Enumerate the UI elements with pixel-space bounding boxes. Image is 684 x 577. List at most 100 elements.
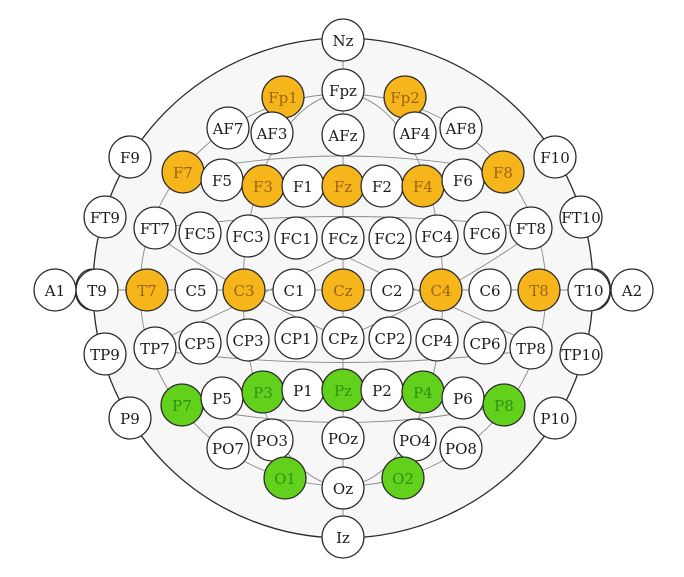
electrode-t9: T9 xyxy=(75,268,119,312)
electrode-po7: PO7 xyxy=(206,426,250,470)
electrode-label: C1 xyxy=(283,282,304,300)
electrode-label: P8 xyxy=(494,397,514,415)
electrode-f3: F3 xyxy=(241,164,285,208)
electrode-fz: Fz xyxy=(321,164,365,208)
electrode-label: FCz xyxy=(328,230,358,248)
electrode-marker xyxy=(559,195,603,239)
electrode-p5: P5 xyxy=(200,376,244,420)
electrode-label: Iz xyxy=(336,529,350,547)
electrode-p8: P8 xyxy=(482,383,526,427)
electrode-po8: PO8 xyxy=(439,426,483,470)
electrode-po4: PO4 xyxy=(393,418,437,462)
electrode-fc4: FC4 xyxy=(415,214,459,258)
electrode-label: O1 xyxy=(274,470,296,488)
electrode-label: AFz xyxy=(327,127,357,145)
electrode-label: C6 xyxy=(479,282,500,300)
electrode-label: CP3 xyxy=(232,332,263,350)
electrode-marker xyxy=(133,206,177,250)
electrode-marker xyxy=(463,211,507,255)
electrode-marker xyxy=(419,268,463,312)
electrode-cp1: CP1 xyxy=(274,316,318,360)
electrode-label: Fp1 xyxy=(268,89,298,107)
electrode-label: Fz xyxy=(334,178,352,196)
electrode-label: F5 xyxy=(212,172,232,190)
electrode-marker xyxy=(174,268,218,312)
electrode-t10: T10 xyxy=(567,268,611,312)
electrode-p4: P4 xyxy=(401,370,445,414)
electrode-label: T7 xyxy=(137,282,157,300)
electrode-c6: C6 xyxy=(468,268,512,312)
electrode-fc1: FC1 xyxy=(274,216,318,260)
electrode-marker xyxy=(274,216,318,260)
electrode-label: AF7 xyxy=(212,120,244,138)
electrode-af4: AF4 xyxy=(393,111,437,155)
electrode-afz: AFz xyxy=(321,113,365,157)
electrode-pz: Pz xyxy=(321,368,365,412)
electrode-marker xyxy=(178,211,222,255)
electrode-o2: O2 xyxy=(381,456,425,500)
electrode-label: CP4 xyxy=(421,332,452,350)
electrode-oz: Oz xyxy=(321,466,365,510)
electrode-label: PO7 xyxy=(212,440,244,458)
electrode-label: FC6 xyxy=(469,225,500,243)
electrode-label: FC3 xyxy=(232,228,263,246)
electrode-label: AF8 xyxy=(445,120,477,138)
electrode-label: CP6 xyxy=(469,335,500,353)
electrode-label: F1 xyxy=(293,178,313,196)
electrode-p9: P9 xyxy=(108,396,152,440)
electrode-label: F9 xyxy=(120,149,140,167)
electrode-marker xyxy=(321,68,365,112)
electrode-label: PO3 xyxy=(256,432,288,450)
electrode-marker xyxy=(381,456,425,500)
electrode-label: AF4 xyxy=(399,125,431,143)
electrode-marker xyxy=(178,321,222,365)
electrode-marker xyxy=(321,268,365,312)
electrode-f4: F4 xyxy=(401,164,445,208)
electrode-f9: F9 xyxy=(108,135,152,179)
electrode-label: T9 xyxy=(87,282,107,300)
electrode-tp10: TP10 xyxy=(559,332,603,376)
electrode-po3: PO3 xyxy=(250,418,294,462)
electrode-marker xyxy=(463,321,507,365)
electrode-tp9: TP9 xyxy=(83,332,127,376)
electrode-marker xyxy=(533,135,577,179)
electrode-label: FC2 xyxy=(374,230,405,248)
electrode-af3: AF3 xyxy=(250,111,294,155)
electrode-label: F3 xyxy=(253,178,273,196)
electrode-label: FT9 xyxy=(90,209,120,227)
electrode-marker xyxy=(321,515,365,559)
electrode-marker xyxy=(415,318,459,362)
electrode-marker xyxy=(125,268,169,312)
electrode-layer: Nz Fpz Fp1 Fp2 AF7 AF3 AFz AF4 AF8 F9 F7 F5 F3 F1 Fz F2… xyxy=(33,18,654,559)
electrode-p10: P10 xyxy=(533,396,577,440)
electrode-c1: C1 xyxy=(272,268,316,312)
electrode-marker xyxy=(321,18,365,62)
electrode-marker xyxy=(263,456,307,500)
electrode-marker xyxy=(321,466,365,510)
electrode-c5: C5 xyxy=(174,268,218,312)
electrode-t7: T7 xyxy=(125,268,169,312)
electrode-label: Oz xyxy=(333,480,353,498)
electrode-fc2: FC2 xyxy=(368,216,412,260)
electrode-fp2: Fp2 xyxy=(383,75,427,119)
electrode-label: T8 xyxy=(529,282,549,300)
electrode-marker xyxy=(393,111,437,155)
electrode-label: FC4 xyxy=(421,228,452,246)
electrode-c4: C4 xyxy=(419,268,463,312)
electrode-cp6: CP6 xyxy=(463,321,507,365)
electrode-cp5: CP5 xyxy=(178,321,222,365)
electrode-label: P4 xyxy=(413,384,433,402)
electrode-label: Cz xyxy=(333,282,352,300)
electrode-poz: POz xyxy=(321,416,365,460)
electrode-marker xyxy=(567,268,611,312)
electrode-marker xyxy=(533,396,577,440)
electrode-af8: AF8 xyxy=(439,106,483,150)
electrode-marker xyxy=(368,216,412,260)
electrode-label: CPz xyxy=(328,330,358,348)
electrode-marker xyxy=(415,214,459,258)
electrode-marker xyxy=(610,268,654,312)
electrode-label: P5 xyxy=(212,390,232,408)
electrode-label: PO4 xyxy=(399,432,431,450)
